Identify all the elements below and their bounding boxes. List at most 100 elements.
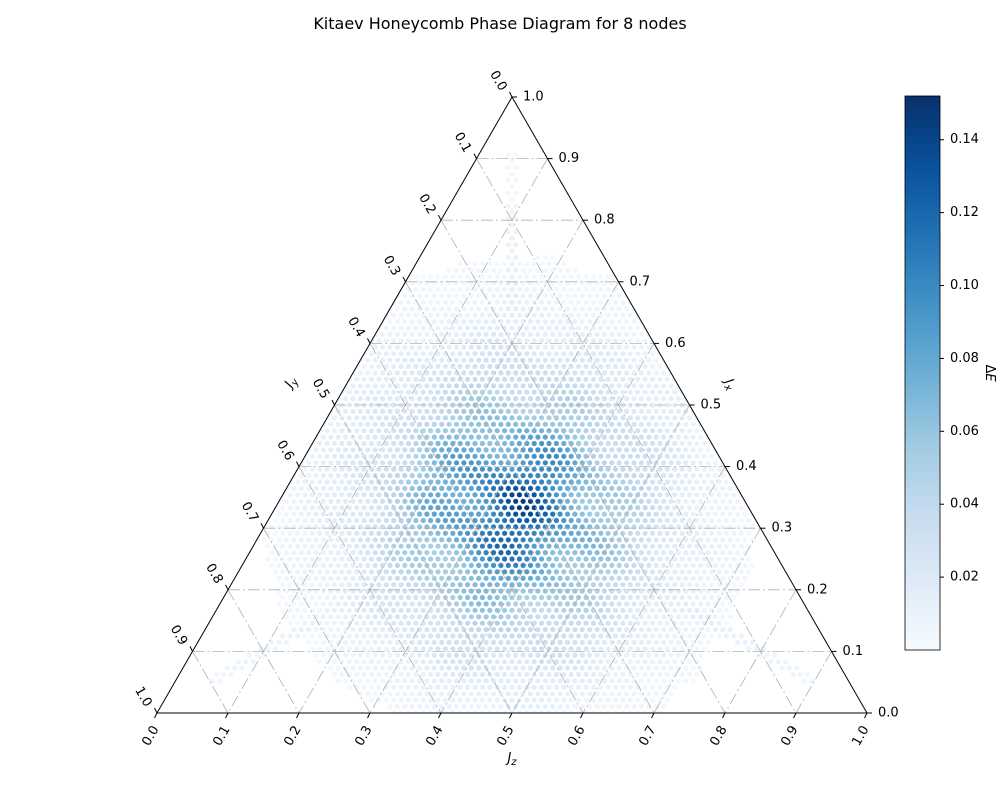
data-point [298, 562, 304, 569]
data-point [590, 517, 597, 524]
data-point [531, 415, 537, 421]
data-point [716, 633, 722, 639]
data-point [354, 505, 360, 511]
data-point [679, 492, 685, 498]
data-point [679, 620, 685, 626]
data-point [472, 582, 478, 588]
data-point [490, 588, 497, 594]
data-point [368, 684, 375, 690]
data-point [291, 485, 297, 491]
data-point [490, 331, 497, 337]
data-point [546, 363, 552, 370]
data-point [631, 421, 637, 427]
data-point [365, 421, 371, 427]
data-point [594, 627, 600, 633]
data-point [502, 607, 508, 613]
data-point [579, 665, 585, 671]
data-point [716, 492, 722, 498]
data-point [294, 582, 301, 588]
data-point [405, 492, 412, 498]
data-point [306, 498, 312, 504]
data-point [402, 691, 408, 697]
data-point [265, 543, 271, 549]
data-point [457, 299, 463, 305]
data-point [594, 485, 600, 491]
data-point [457, 286, 463, 293]
tick-label-jx: 0.0 [878, 706, 899, 721]
data-point [657, 479, 663, 485]
data-point [546, 402, 552, 408]
data-point [539, 274, 545, 280]
data-point [542, 678, 548, 684]
tick-label-jz: 0.7 [636, 723, 659, 748]
data-point [572, 306, 578, 312]
data-point [649, 646, 656, 652]
data-point [424, 460, 430, 466]
data-point [413, 492, 419, 498]
data-point [568, 582, 574, 588]
data-point [583, 363, 589, 370]
data-point [424, 331, 430, 337]
data-point [557, 434, 563, 440]
data-point [483, 511, 489, 517]
data-point [520, 678, 526, 684]
data-point [376, 556, 382, 562]
data-point [324, 530, 330, 536]
data-point [546, 684, 552, 690]
data-point [457, 440, 463, 447]
data-point [380, 344, 386, 350]
data-point [420, 453, 426, 459]
data-point [635, 415, 641, 421]
data-point [620, 671, 626, 678]
data-point [594, 408, 600, 414]
data-point [587, 601, 593, 607]
data-point [568, 325, 574, 331]
data-point [424, 627, 430, 633]
data-point [553, 492, 560, 498]
data-point [568, 556, 574, 562]
data-point [579, 575, 585, 581]
data-point [661, 537, 667, 543]
data-point [505, 357, 511, 363]
data-point [420, 312, 426, 318]
data-point [709, 530, 715, 536]
tick-label-jy: 0.4 [344, 315, 367, 340]
data-point [409, 319, 415, 325]
data-point [465, 659, 471, 665]
data-point [642, 659, 648, 665]
data-point [328, 511, 334, 517]
data-point [579, 704, 585, 710]
data-point [372, 575, 378, 581]
data-point [620, 312, 626, 318]
data-point [627, 646, 633, 652]
data-point [627, 517, 633, 524]
data-point [642, 492, 648, 498]
data-point [524, 286, 530, 293]
data-point [398, 684, 404, 690]
data-point [642, 607, 648, 613]
data-point [546, 389, 552, 395]
data-point [561, 633, 567, 639]
data-point [320, 562, 326, 569]
data-point [690, 498, 696, 504]
data-point [394, 306, 400, 312]
data-point [409, 691, 415, 697]
data-point [487, 389, 493, 395]
data-point [498, 652, 504, 658]
data-point [635, 325, 641, 331]
data-point [417, 575, 423, 581]
data-point [442, 389, 448, 395]
data-point [520, 421, 526, 427]
data-point [683, 588, 689, 594]
data-point [446, 447, 452, 453]
data-point [590, 671, 597, 678]
grid-line [476, 158, 797, 714]
data-point [772, 652, 778, 658]
data-point [598, 299, 604, 305]
data-point [727, 601, 733, 607]
data-point [624, 627, 630, 633]
data-point [698, 562, 704, 569]
data-point [557, 396, 563, 402]
data-point [487, 697, 493, 703]
data-point [357, 498, 363, 504]
